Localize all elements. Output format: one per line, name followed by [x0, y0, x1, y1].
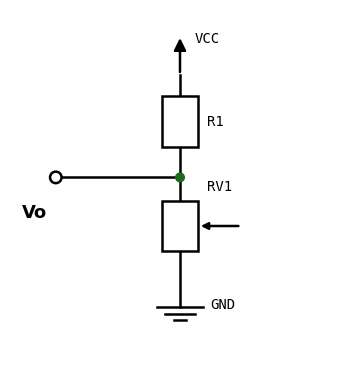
Text: RV1: RV1 [207, 180, 232, 193]
Bar [162, 97, 198, 147]
Bar [162, 201, 198, 251]
Circle shape [50, 172, 62, 183]
Text: VCC: VCC [194, 32, 220, 46]
Circle shape [176, 173, 184, 182]
Text: GND: GND [211, 298, 236, 312]
Text: Vo: Vo [22, 204, 47, 222]
Text: R1: R1 [207, 115, 224, 128]
